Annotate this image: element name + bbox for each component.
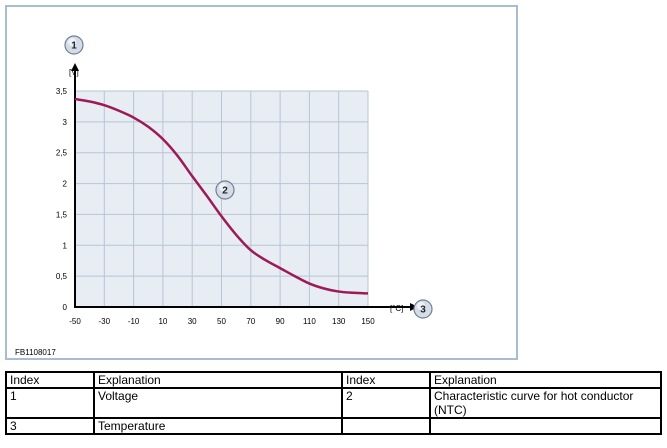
legend-header-explanation-2: Explanation <box>429 371 662 389</box>
legend-cell: 2 <box>341 387 431 419</box>
legend-header-index-2: Index <box>341 371 431 389</box>
callout-number: 2 <box>222 186 228 197</box>
ntc-characteristic-chart: -50 -30 -10 10 30 50 70 90 110 130 150 0 0,5 1 1,5 2 2,… <box>56 35 433 326</box>
x-tick-label: 50 <box>217 317 226 326</box>
x-tick-label: 90 <box>276 317 285 326</box>
legend-header-index-1: Index <box>5 371 95 389</box>
legend-cell: Characteristic curve for hot conductor (… <box>429 387 662 419</box>
x-axis-label: [°C] <box>390 304 403 313</box>
x-tick-label: 150 <box>361 317 375 326</box>
legend-header-row: Index Explanation Index Explanation <box>5 371 662 389</box>
y-tick-label: 2,5 <box>56 149 68 158</box>
legend-row: 1 Voltage 2 Characteristic curve for hot… <box>5 387 662 419</box>
legend-cell: 1 <box>5 387 95 419</box>
legend-row: 3 Temperature <box>5 417 662 435</box>
y-tick-label: 3 <box>63 118 68 127</box>
y-tick-label: 1 <box>63 241 68 250</box>
callout-2: 2 <box>215 180 235 200</box>
legend-cell: 3 <box>5 417 95 435</box>
legend-cell: Voltage <box>93 387 343 419</box>
callout-highlight <box>417 302 425 310</box>
x-tick-label: 10 <box>158 317 167 326</box>
y-tick-label: 1,5 <box>56 210 68 219</box>
x-tick-label: 110 <box>303 317 316 326</box>
y-axis-label: [V] <box>69 68 79 77</box>
x-tick-labels: -50 -30 -10 10 30 50 70 90 110 130 150 <box>69 317 375 326</box>
callout-1: 1 <box>64 35 84 55</box>
legend-cell <box>341 417 431 435</box>
callout-highlight <box>68 38 76 46</box>
legend-table: Index Explanation Index Explanation 1 Vo… <box>5 371 662 435</box>
legend-header-explanation-1: Explanation <box>93 371 343 389</box>
y-tick-label: 0,5 <box>56 272 68 281</box>
callout-highlight <box>219 183 227 191</box>
y-tick-label: 2 <box>63 180 68 189</box>
legend-cell: Temperature <box>93 417 343 435</box>
y-tick-labels: 0 0,5 1 1,5 2 2,5 3 3,5 <box>56 87 68 312</box>
x-tick-label: -30 <box>99 317 111 326</box>
x-tick-label: 30 <box>188 317 197 326</box>
callouts: 1 2 3 <box>64 35 433 319</box>
characteristic-curve <box>74 97 369 295</box>
figure-code: FB1108017 <box>15 348 56 357</box>
x-tick-label: -50 <box>69 317 81 326</box>
y-tick-label: 3,5 <box>56 87 68 96</box>
y-axis-arrow <box>71 63 79 71</box>
callout-number: 1 <box>71 41 77 52</box>
y-tick-label: 0 <box>63 303 68 312</box>
callout-number: 3 <box>420 305 426 316</box>
callout-3: 3 <box>413 299 433 319</box>
legend-cell <box>429 417 662 435</box>
figure-frame: -50 -30 -10 10 30 50 70 90 110 130 150 0 0,5 1 1,5 2 2,… <box>5 5 518 360</box>
x-tick-label: 70 <box>246 317 255 326</box>
x-tick-label: 130 <box>332 317 346 326</box>
x-tick-label: -10 <box>128 317 140 326</box>
